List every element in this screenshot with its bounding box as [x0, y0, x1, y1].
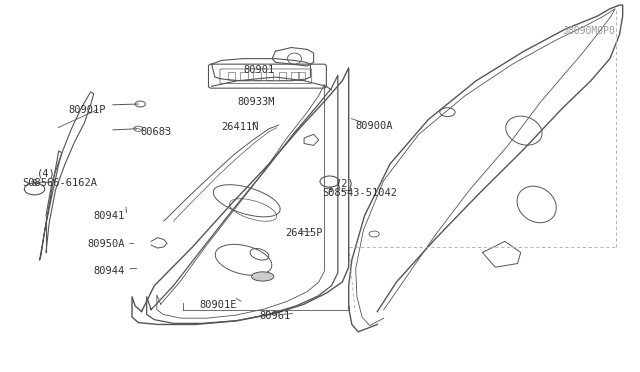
Bar: [228, 71, 236, 80]
Text: 80944: 80944: [94, 266, 125, 276]
Text: S: S: [32, 179, 37, 187]
Text: 80950A: 80950A: [88, 239, 125, 249]
Text: 26411N: 26411N: [221, 122, 259, 132]
Text: 80961: 80961: [259, 311, 291, 321]
Text: 80901E: 80901E: [199, 300, 236, 310]
Bar: [241, 71, 248, 80]
Text: (2): (2): [336, 179, 355, 188]
Text: 80933M: 80933M: [237, 97, 275, 107]
Text: 80683: 80683: [140, 127, 172, 137]
Bar: [291, 71, 299, 80]
Bar: [266, 71, 273, 80]
Text: S: S: [327, 187, 332, 193]
Ellipse shape: [252, 272, 274, 281]
Text: 80900A: 80900A: [355, 121, 392, 131]
Text: (4): (4): [36, 169, 55, 179]
Text: S08566-6162A: S08566-6162A: [22, 179, 97, 188]
Bar: [278, 71, 286, 80]
Bar: [253, 71, 260, 80]
Text: 80941: 80941: [94, 211, 125, 221]
Bar: [298, 71, 305, 80]
Text: 80901P: 80901P: [68, 105, 106, 115]
Text: S08543-51042: S08543-51042: [322, 188, 397, 198]
Text: 26415P: 26415P: [285, 228, 323, 238]
Text: J8090M0P0: J8090M0P0: [562, 26, 615, 36]
Text: 80901: 80901: [244, 65, 275, 75]
